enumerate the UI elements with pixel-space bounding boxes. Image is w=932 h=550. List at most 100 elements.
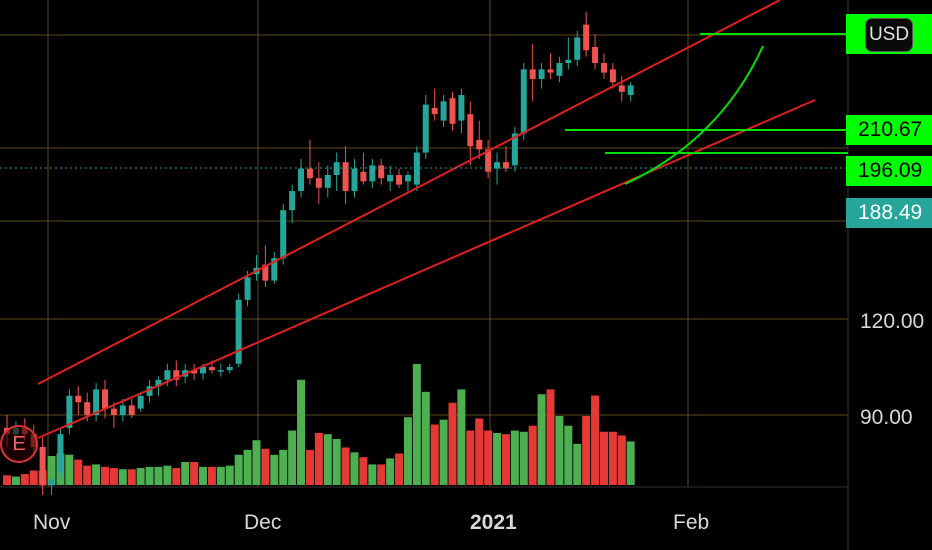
volume-bar <box>323 434 332 485</box>
candle-body <box>324 175 331 188</box>
candle-body <box>351 168 358 191</box>
candle-body <box>289 191 296 211</box>
candle-body <box>413 152 420 185</box>
volume-bar <box>448 402 457 485</box>
channel-upper-line <box>37 0 781 385</box>
volume-bar <box>65 454 74 485</box>
volume-bar <box>207 466 216 485</box>
volume-bar <box>386 458 395 485</box>
candle-body <box>369 165 376 182</box>
price-tag-196: 196.09 <box>846 156 932 186</box>
candle-body <box>66 395 73 428</box>
candle-body <box>583 24 590 51</box>
candle-body <box>502 162 509 169</box>
candle-body <box>538 69 545 79</box>
candle-body <box>191 370 198 374</box>
candle-body <box>128 405 135 415</box>
volume-bar <box>136 468 145 485</box>
candle-body <box>146 386 153 396</box>
candle-body <box>431 107 438 115</box>
candle-body <box>609 69 616 83</box>
volume-bar <box>127 469 136 485</box>
candle-body <box>467 114 474 147</box>
currency-label: USD <box>868 24 910 45</box>
candle-body <box>84 402 91 415</box>
candle-body <box>208 367 215 371</box>
price-axis-label: 90.00 <box>860 406 913 429</box>
volume-bar <box>118 469 127 485</box>
volume-bar <box>74 459 83 485</box>
volume-bar <box>617 435 626 485</box>
candle-body <box>627 85 634 95</box>
time-axis-label: 2021 <box>470 511 517 534</box>
candle-body <box>520 69 527 134</box>
currency-button[interactable]: USD <box>865 18 913 52</box>
candle-body <box>173 370 180 380</box>
volume-bar <box>493 432 502 485</box>
volume-bar <box>608 431 617 485</box>
volume-bar <box>501 434 510 485</box>
volume-bar <box>279 449 288 485</box>
last-price-tag: 188.49 <box>846 198 932 228</box>
volume-bar <box>261 448 270 485</box>
volume-bar <box>412 364 421 485</box>
candle-body <box>494 162 501 169</box>
candle-body <box>235 299 242 364</box>
volume-bar <box>172 468 181 485</box>
candle-body <box>422 104 429 153</box>
candle-body <box>155 379 162 387</box>
candle-body <box>396 175 403 185</box>
candle-body <box>110 408 117 415</box>
candle-body <box>39 447 46 486</box>
volume-bar <box>350 452 359 485</box>
candle-body <box>618 85 625 92</box>
volume-bar <box>199 466 208 485</box>
price-axis-label: 120.00 <box>860 310 924 333</box>
candle-body <box>574 37 581 60</box>
candle-body <box>164 370 171 380</box>
volume-bar <box>145 466 154 485</box>
volume-bar <box>582 416 591 485</box>
volume-bars <box>3 364 635 485</box>
volume-bar <box>466 430 475 485</box>
candle-body <box>226 367 233 371</box>
volume-bar <box>439 419 448 485</box>
volume-bar <box>591 395 600 485</box>
volume-bar <box>181 462 190 485</box>
volume-bar <box>288 430 297 485</box>
candle-body <box>600 63 607 73</box>
candle-body <box>137 395 144 409</box>
volume-bar <box>564 425 573 485</box>
candle-body <box>458 95 465 121</box>
candle-body <box>102 389 109 409</box>
earnings-marker[interactable]: E <box>0 425 38 463</box>
candle-body <box>298 168 305 191</box>
candle-body <box>333 162 340 175</box>
volume-bar <box>190 462 199 485</box>
candle-body <box>57 434 64 473</box>
volume-bar <box>457 389 466 485</box>
time-axis: Nov Dec 2021 Feb <box>33 511 709 534</box>
volume-bar <box>368 464 377 485</box>
candle-body <box>387 175 394 182</box>
volume-bar <box>20 474 29 485</box>
volume-bar <box>297 379 306 485</box>
volume-bar <box>537 394 546 485</box>
candle-body <box>271 258 278 281</box>
candle-body <box>547 69 554 73</box>
volume-bar <box>11 476 20 485</box>
volume-bar <box>29 470 38 485</box>
candle-body <box>75 395 82 403</box>
volume-bar <box>359 457 368 485</box>
candle-body <box>556 63 563 76</box>
channel-lower-line <box>37 99 816 439</box>
candle-body <box>342 162 349 191</box>
volume-bar <box>225 465 234 485</box>
volume-bar <box>546 389 555 485</box>
candle-body <box>404 175 411 182</box>
volume-bar <box>510 430 519 485</box>
candle-body <box>378 165 385 179</box>
volume-bar <box>421 391 430 485</box>
drawings <box>0 0 848 439</box>
